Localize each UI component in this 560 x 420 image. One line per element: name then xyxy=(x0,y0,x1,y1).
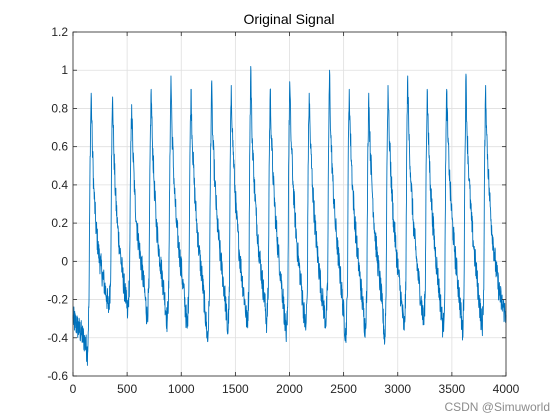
x-tick-label: 1000 xyxy=(168,382,195,396)
x-tick-label: 2500 xyxy=(330,382,357,396)
signal-line xyxy=(72,65,507,366)
x-tick-label: 500 xyxy=(117,382,137,396)
tick-layer: 0 500 1000 1500 2000 2500 3000 3500 4000 -0.6 -0.4… xyxy=(47,25,519,396)
x-tick-label: 3500 xyxy=(439,382,466,396)
y-tick-label: 0.2 xyxy=(51,216,68,230)
x-tick-label: 1500 xyxy=(222,382,249,396)
chart-title: Original Signal xyxy=(243,11,334,27)
series-layer xyxy=(72,65,507,366)
watermark: CSDN @Simuworld xyxy=(444,400,550,414)
x-tick-label: 3000 xyxy=(384,382,411,396)
y-tick-label: -0.4 xyxy=(47,331,68,345)
x-tick-label: 2000 xyxy=(276,382,303,396)
y-tick-label: -0.6 xyxy=(47,369,68,383)
y-tick-label: 1.2 xyxy=(51,25,68,39)
y-tick-label: 1 xyxy=(61,63,68,77)
x-tick-label: 0 xyxy=(70,382,77,396)
x-tick-label: 4000 xyxy=(493,382,520,396)
y-tick-label: 0.8 xyxy=(51,101,68,115)
y-tick-label: 0.4 xyxy=(51,178,68,192)
y-tick-label: 0 xyxy=(61,254,68,268)
y-tick-label: -0.2 xyxy=(47,293,68,307)
y-tick-label: 0.6 xyxy=(51,140,68,154)
